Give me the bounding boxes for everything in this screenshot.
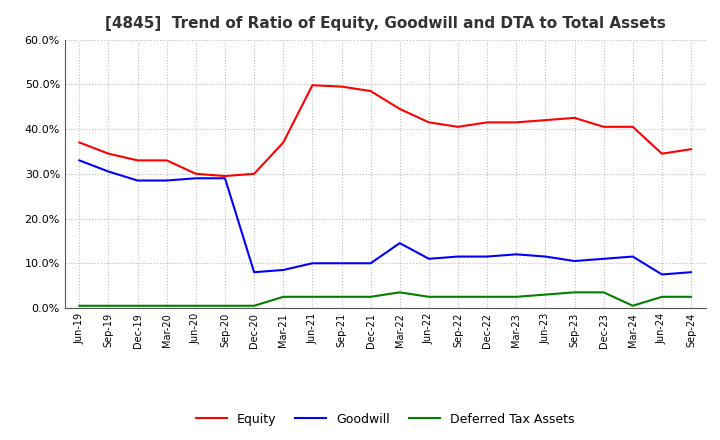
Deferred Tax Assets bbox=[220, 303, 229, 308]
Equity bbox=[279, 140, 287, 145]
Equity bbox=[425, 120, 433, 125]
Deferred Tax Assets bbox=[483, 294, 492, 300]
Goodwill bbox=[250, 270, 258, 275]
Equity bbox=[454, 124, 462, 129]
Deferred Tax Assets bbox=[657, 294, 666, 300]
Equity bbox=[192, 171, 200, 176]
Deferred Tax Assets bbox=[75, 303, 84, 308]
Title: [4845]  Trend of Ratio of Equity, Goodwill and DTA to Total Assets: [4845] Trend of Ratio of Equity, Goodwil… bbox=[105, 16, 665, 32]
Deferred Tax Assets bbox=[133, 303, 142, 308]
Goodwill bbox=[483, 254, 492, 259]
Equity bbox=[512, 120, 521, 125]
Equity bbox=[687, 147, 696, 152]
Goodwill bbox=[163, 178, 171, 183]
Goodwill bbox=[220, 176, 229, 181]
Deferred Tax Assets bbox=[279, 294, 287, 300]
Deferred Tax Assets bbox=[687, 294, 696, 300]
Equity bbox=[75, 140, 84, 145]
Deferred Tax Assets bbox=[308, 294, 317, 300]
Equity bbox=[308, 83, 317, 88]
Deferred Tax Assets bbox=[250, 303, 258, 308]
Equity bbox=[483, 120, 492, 125]
Equity bbox=[629, 124, 637, 129]
Goodwill bbox=[687, 270, 696, 275]
Deferred Tax Assets bbox=[104, 303, 113, 308]
Goodwill bbox=[599, 256, 608, 261]
Equity bbox=[250, 171, 258, 176]
Line: Deferred Tax Assets: Deferred Tax Assets bbox=[79, 292, 691, 306]
Goodwill bbox=[192, 176, 200, 181]
Goodwill bbox=[75, 158, 84, 163]
Deferred Tax Assets bbox=[366, 294, 375, 300]
Goodwill bbox=[337, 260, 346, 266]
Goodwill bbox=[629, 254, 637, 259]
Equity bbox=[220, 173, 229, 179]
Deferred Tax Assets bbox=[395, 290, 404, 295]
Line: Equity: Equity bbox=[79, 85, 691, 176]
Legend: Equity, Goodwill, Deferred Tax Assets: Equity, Goodwill, Deferred Tax Assets bbox=[191, 407, 580, 431]
Deferred Tax Assets bbox=[599, 290, 608, 295]
Equity bbox=[541, 117, 550, 123]
Equity bbox=[133, 158, 142, 163]
Goodwill bbox=[454, 254, 462, 259]
Equity bbox=[337, 84, 346, 89]
Equity bbox=[163, 158, 171, 163]
Deferred Tax Assets bbox=[454, 294, 462, 300]
Deferred Tax Assets bbox=[541, 292, 550, 297]
Goodwill bbox=[366, 260, 375, 266]
Equity bbox=[366, 88, 375, 94]
Deferred Tax Assets bbox=[163, 303, 171, 308]
Equity bbox=[570, 115, 579, 121]
Deferred Tax Assets bbox=[512, 294, 521, 300]
Goodwill bbox=[133, 178, 142, 183]
Deferred Tax Assets bbox=[337, 294, 346, 300]
Goodwill bbox=[425, 256, 433, 261]
Deferred Tax Assets bbox=[192, 303, 200, 308]
Deferred Tax Assets bbox=[570, 290, 579, 295]
Equity bbox=[104, 151, 113, 156]
Goodwill bbox=[570, 258, 579, 264]
Line: Goodwill: Goodwill bbox=[79, 160, 691, 275]
Goodwill bbox=[395, 241, 404, 246]
Goodwill bbox=[279, 268, 287, 273]
Goodwill bbox=[308, 260, 317, 266]
Goodwill bbox=[657, 272, 666, 277]
Equity bbox=[599, 124, 608, 129]
Deferred Tax Assets bbox=[425, 294, 433, 300]
Goodwill bbox=[512, 252, 521, 257]
Equity bbox=[395, 106, 404, 112]
Goodwill bbox=[104, 169, 113, 174]
Deferred Tax Assets bbox=[629, 303, 637, 308]
Equity bbox=[657, 151, 666, 156]
Goodwill bbox=[541, 254, 550, 259]
